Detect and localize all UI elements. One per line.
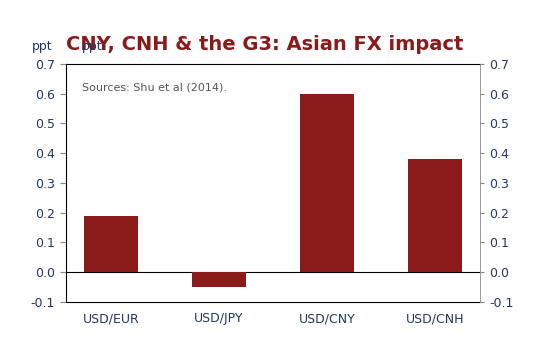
Text: ppt: ppt	[32, 40, 53, 53]
Bar	[408, 159, 461, 272]
Text: CNY, CNH & the G3: Asian FX impact: CNY, CNH & the G3: Asian FX impact	[66, 35, 463, 54]
Bar	[85, 215, 138, 272]
Bar	[192, 272, 246, 287]
Text: ppt: ppt	[82, 40, 103, 53]
Text: Sources: Shu et al (2014).: Sources: Shu et al (2014).	[82, 83, 227, 93]
Bar	[300, 94, 354, 272]
